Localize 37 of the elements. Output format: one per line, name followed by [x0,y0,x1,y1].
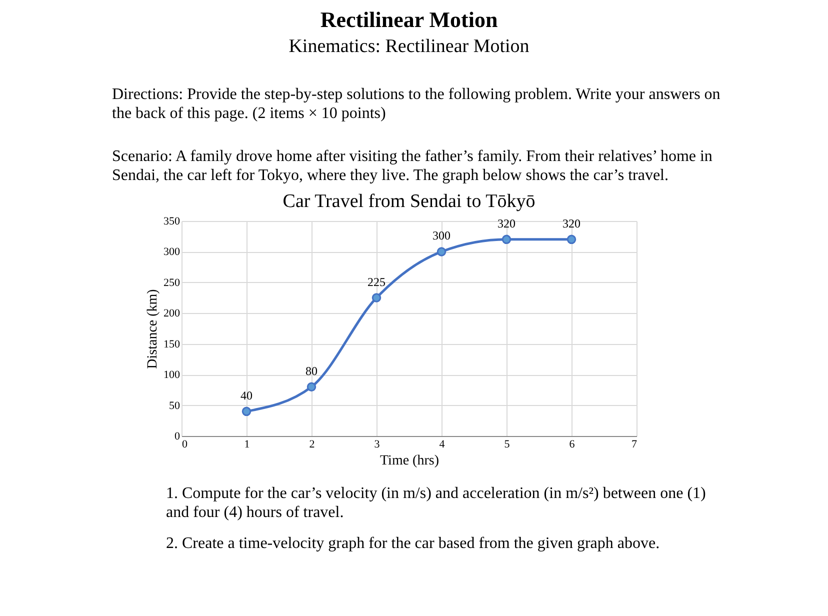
text: Kinematics: Rectilinear Motion [288,36,530,57]
y-tick-label: 350 [164,216,180,228]
x-tick-label: 5 [504,438,510,450]
chart-title: Car Travel from Sendai to Tōkyō [282,191,536,212]
y-tick-label: 250 [164,276,180,289]
text: Scenario: A family drove home after visiting the father’s family. From their relatives’ home in Sendai, the car left for Tokyo, where they live. The graph below shows the car’s travel. [112,148,712,184]
x-tick-label: 7 [632,438,638,450]
y-tick-label: 0 [174,430,180,442]
data-label: 225 [368,274,386,289]
data-label: 40 [240,388,252,402]
y-tick-label: 100 [164,369,180,382]
text: 1. Compute for the car’s velocity (in m/s) and acceleration (in m/s²) between one (1) and four (4) hours of travel. [166,485,706,521]
point [306,382,316,392]
y-tick-label: 50 [169,400,180,412]
data-label: 320 [562,216,580,230]
y-tick-label: 300 [164,246,180,258]
x-tick-label: 0 [182,438,188,450]
y-tick-label: 200 [164,308,180,320]
data-label: 320 [498,216,516,230]
data-label: 300 [432,228,450,243]
point [502,234,512,244]
x-tick-label: 2 [309,438,315,450]
x-tick-label: 6 [569,438,576,450]
x-axis-title: Time (hrs) [380,454,440,468]
point [372,293,382,302]
point [436,247,446,256]
text: Rectilinear Motion [320,7,498,32]
text: 2. Create a time-velocity graph for the car based from the given graph above. [166,535,660,552]
x-tick-label: 4 [439,438,446,450]
x-tick-label: 3 [374,438,380,450]
y-axis-title: Distance (km) [146,288,160,369]
data-label: 80 [306,364,318,378]
x-tick-label: 1 [244,438,250,450]
point [566,234,576,244]
y-tick-label: 150 [164,338,180,350]
point [242,406,252,416]
text: Directions: Provide the step-by-step solutions to the following problem. Write your answers on the back of this page. (2 items × 10 points) [112,86,720,122]
